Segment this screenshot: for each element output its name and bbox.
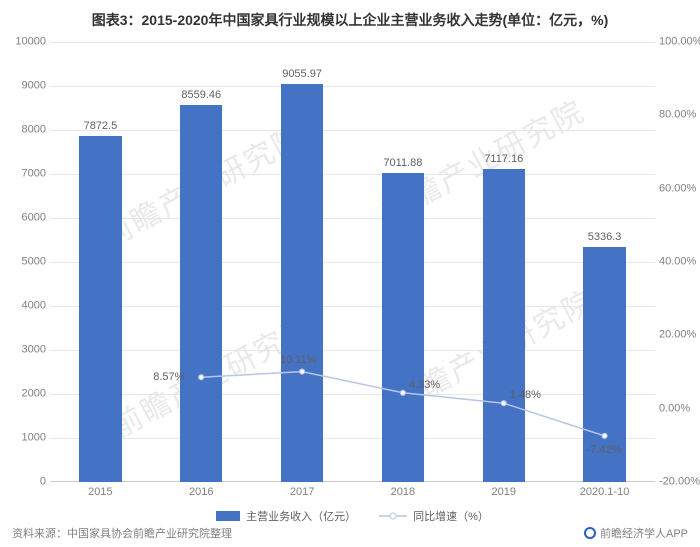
line-marker <box>602 433 607 438</box>
y-right-tick: 80.00% <box>659 110 700 121</box>
x-label: 2017 <box>290 486 314 498</box>
y-right-tick: 40.00% <box>659 257 700 268</box>
footer: 资料来源：中国家具协会前瞻产业研究院整理 前瞻经济学人APP <box>12 525 688 541</box>
line-layer <box>50 42 655 482</box>
y-left-tick: 7000 <box>10 169 46 180</box>
x-label: 2020.1-10 <box>580 486 630 498</box>
y-left-tick: 3000 <box>10 345 46 356</box>
y-right-tick: 60.00% <box>659 183 700 194</box>
brand: 前瞻经济学人APP <box>584 525 688 541</box>
line-value-label: 1.48% <box>510 389 541 401</box>
y-axis-left: 0100020003000400050006000700080009000100… <box>10 42 46 482</box>
brand-text: 前瞻经济学人APP <box>600 525 688 541</box>
y-right-tick: 0.00% <box>659 403 700 414</box>
line-marker <box>501 401 506 406</box>
y-right-tick: 20.00% <box>659 330 700 341</box>
legend-label-line: 同比增速（%） <box>413 508 489 524</box>
bar-value-label: 7117.16 <box>484 153 523 165</box>
source-text: 资料来源：中国家具协会前瞻产业研究院整理 <box>12 525 232 541</box>
line-marker <box>300 369 305 374</box>
y-left-tick: 0 <box>10 477 46 488</box>
y-left-tick: 8000 <box>10 125 46 136</box>
legend-swatch-bar <box>216 511 240 521</box>
legend-swatch-line <box>379 511 407 521</box>
line-value-label: 4.33% <box>409 379 440 391</box>
legend-item-line: 同比增速（%） <box>379 508 489 524</box>
line-marker <box>400 390 405 395</box>
y-right-tick: 100.00% <box>659 37 700 48</box>
chart-title: 图表3：2015-2020年中国家具行业规模以上企业主营业务收入走势(单位：亿元… <box>0 0 700 36</box>
y-left-tick: 4000 <box>10 301 46 312</box>
bar-value-label: 7011.88 <box>383 157 422 169</box>
legend-label-bar: 主营业务收入（亿元） <box>246 508 356 524</box>
bar-value-label: 8559.46 <box>181 89 221 101</box>
y-left-tick: 2000 <box>10 389 46 400</box>
x-label: 2018 <box>391 486 415 498</box>
bar-value-label: 7872.5 <box>84 120 118 132</box>
x-label: 2019 <box>492 486 516 498</box>
brand-icon <box>584 527 596 539</box>
line-marker <box>199 375 204 380</box>
y-left-tick: 9000 <box>10 81 46 92</box>
bar-value-label: 9055.97 <box>282 68 322 80</box>
y-left-tick: 1000 <box>10 433 46 444</box>
y-left-tick: 5000 <box>10 257 46 268</box>
plot-region: 0100020003000400050006000700080009000100… <box>50 42 655 482</box>
legend-item-bar: 主营业务收入（亿元） <box>216 508 356 524</box>
y-left-tick: 10000 <box>10 37 46 48</box>
y-right-tick: -20.00% <box>659 477 700 488</box>
line-value-label: 10.11% <box>280 354 317 366</box>
x-label: 2015 <box>88 486 112 498</box>
bar-value-label: 5336.3 <box>588 231 622 243</box>
line-value-label: 8.57% <box>153 371 184 383</box>
x-axis-labels: 2015 2016 2017 2018 2019 2020.1-10 <box>50 486 655 500</box>
y-left-tick: 6000 <box>10 213 46 224</box>
growth-line <box>201 372 604 436</box>
legend: 主营业务收入（亿元） 同比增速（%） <box>50 508 655 524</box>
x-label: 2016 <box>189 486 213 498</box>
chart-area: 前瞻产业研究院 前瞻产业研究院 前瞻产业研究院 前瞻产业研究院 01000200… <box>50 42 655 482</box>
line-value-label: -7.42% <box>587 444 622 456</box>
y-axis-right: -20.00%0.00%20.00%40.00%60.00%80.00%100.… <box>659 42 700 482</box>
